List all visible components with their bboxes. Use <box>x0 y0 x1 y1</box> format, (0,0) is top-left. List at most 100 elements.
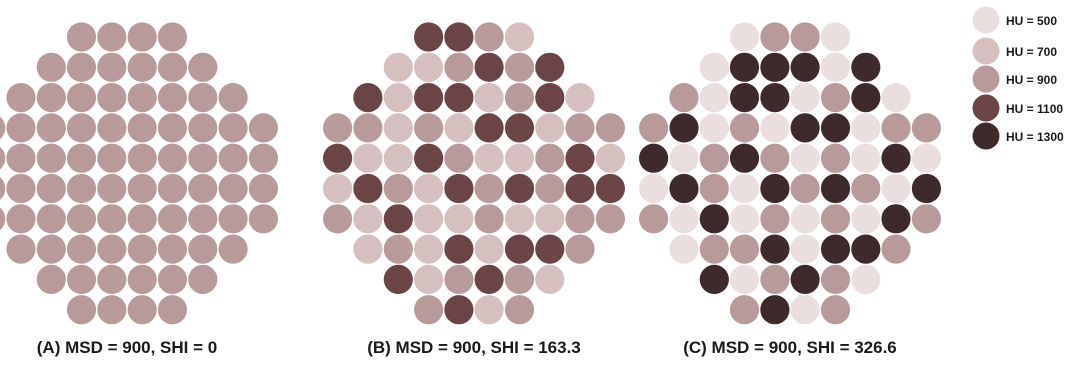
caption-b: (B) MSD = 900, SHI = 163.3 <box>367 338 581 357</box>
pin-circle <box>414 143 444 173</box>
pin-circle <box>218 113 248 143</box>
pin-circle <box>36 234 66 264</box>
pin-circle <box>474 22 504 52</box>
pin-circle <box>699 173 729 204</box>
pin-circle <box>383 264 413 294</box>
pin-circle <box>504 113 535 143</box>
pin-circle <box>911 204 942 234</box>
pin-circle <box>565 113 595 143</box>
pin-circle <box>851 52 881 82</box>
pin-circle <box>157 264 187 294</box>
pin-circle <box>218 83 248 113</box>
pin-circle <box>444 143 474 173</box>
pin-circle <box>157 173 187 204</box>
pin-circle <box>444 113 474 143</box>
pin-circle <box>97 83 127 113</box>
pin-circle <box>444 173 474 204</box>
pin-circle <box>851 113 881 143</box>
pin-circle <box>851 204 881 234</box>
pin-circle <box>66 295 97 325</box>
pin-circle <box>323 143 353 173</box>
pin-circle <box>36 204 66 234</box>
pin-circle <box>669 83 699 113</box>
pin-circle <box>36 113 66 143</box>
pin-circle <box>504 204 535 234</box>
pin-circle <box>444 83 474 113</box>
pin-circle <box>157 234 187 264</box>
legend-swatch-1300 <box>972 122 1000 150</box>
pin-circle <box>36 143 66 173</box>
pin-circle <box>595 143 626 173</box>
pin-circle <box>851 234 881 264</box>
pin-circle <box>383 173 413 204</box>
pin-circle <box>760 143 790 173</box>
pin-circle <box>790 143 820 173</box>
pin-circle <box>157 22 187 52</box>
pin-circle <box>127 234 157 264</box>
pin-circle <box>353 143 383 173</box>
pin-circle <box>820 143 851 173</box>
legend <box>972 6 1000 150</box>
legend-label-500: HU = 500 <box>1006 14 1058 28</box>
pin-circle <box>97 113 127 143</box>
pin-circle <box>535 264 565 294</box>
pin-circle <box>760 22 790 52</box>
pin-circle <box>157 83 187 113</box>
pin-circle <box>504 173 535 204</box>
pin-circle <box>66 22 97 52</box>
pin-circle <box>474 264 504 294</box>
pin-circle <box>383 113 413 143</box>
pin-circle <box>127 22 157 52</box>
pin-circle <box>699 264 729 294</box>
pin-circle <box>504 264 535 294</box>
pin-circle <box>383 143 413 173</box>
pin-circle <box>97 143 127 173</box>
pin-circle <box>729 295 760 325</box>
pin-circle <box>820 83 851 113</box>
pin-circle <box>474 173 504 204</box>
pin-circle <box>851 173 881 204</box>
pin-circle <box>820 295 851 325</box>
pin-circle <box>66 264 97 294</box>
pin-circle <box>760 83 790 113</box>
pin-circle <box>127 264 157 294</box>
pin-circle <box>474 143 504 173</box>
pin-circle <box>699 234 729 264</box>
pin-circle <box>444 295 474 325</box>
pin-circle <box>218 204 248 234</box>
pin-circle <box>699 113 729 143</box>
pin-circle <box>699 143 729 173</box>
pin-circle <box>127 113 157 143</box>
legend-swatch-900 <box>972 65 1000 93</box>
pin-circle <box>36 264 66 294</box>
pin-circle <box>535 83 565 113</box>
pin-circle <box>639 113 669 143</box>
pin-circle <box>504 22 535 52</box>
legend-swatch-500 <box>972 6 1000 34</box>
pin-circle <box>0 146 6 170</box>
assembly-panel-a <box>0 22 278 325</box>
pin-circle <box>729 173 760 204</box>
pin-circle <box>0 116 6 140</box>
legend-label-1100: HU = 1100 <box>1006 102 1064 116</box>
pin-circle <box>669 204 699 234</box>
pin-circle <box>157 295 187 325</box>
pin-circle <box>911 173 942 204</box>
pin-circle <box>820 234 851 264</box>
pin-circle <box>474 295 504 325</box>
pin-circle <box>218 143 248 173</box>
pin-circle <box>97 295 127 325</box>
pin-circle <box>729 22 760 52</box>
pin-circle <box>444 52 474 82</box>
caption-a: (A) MSD = 900, SHI = 0 <box>36 338 218 357</box>
pin-circle <box>820 113 851 143</box>
pin-circle <box>66 83 97 113</box>
pin-circle <box>6 143 36 173</box>
pin-circle <box>535 234 565 264</box>
pin-circle <box>323 173 353 204</box>
pin-circle <box>444 264 474 294</box>
pin-circle <box>248 204 278 234</box>
pin-circle <box>911 143 942 173</box>
